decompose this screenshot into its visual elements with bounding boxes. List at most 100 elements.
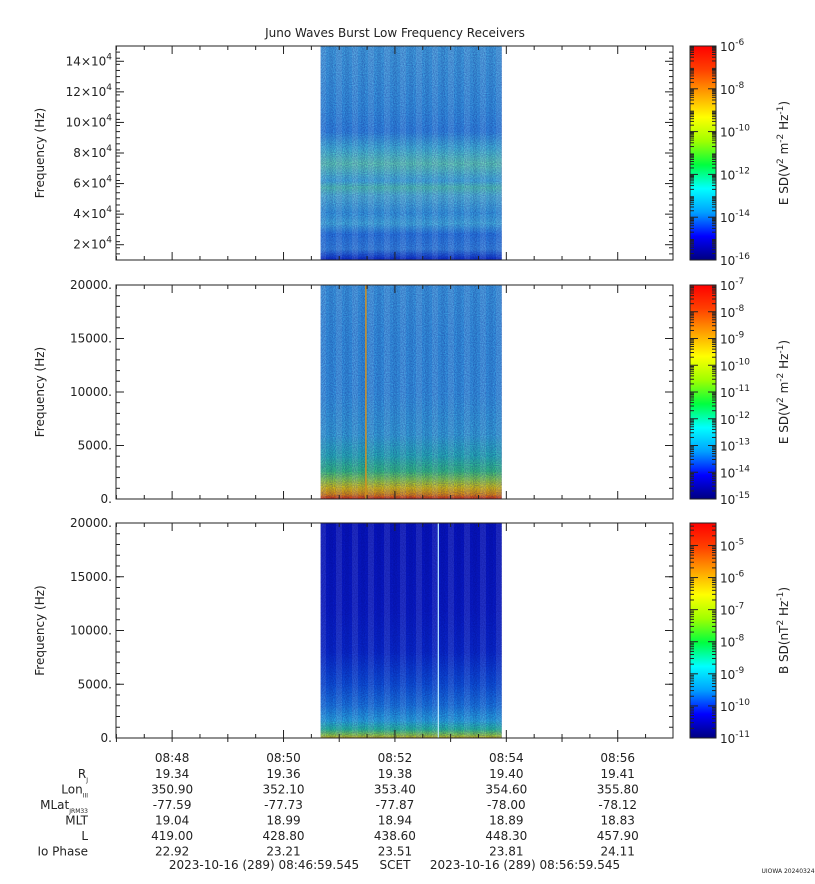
time-axis: 08:48 08:50 08:52 08:54 08:56	[115, 738, 635, 765]
y-tick-label: 4×104	[73, 205, 112, 221]
colorbar-tick-label: 10-16	[720, 252, 750, 268]
y-tick-label: 14×104	[66, 52, 113, 68]
y-tick-label: 8×104	[73, 144, 112, 160]
x-tick-label: 08:54	[489, 751, 524, 765]
ephemeris-value: 23.51	[378, 845, 412, 859]
colorbar-tick-label: 10-7	[720, 277, 744, 293]
chart-title: Juno Waves Burst Low Frequency Receivers	[264, 26, 525, 40]
ephemeris-value: 19.41	[601, 767, 635, 781]
spectrogram-noise-1	[320, 46, 502, 260]
colorbar-tick-label: 10-7	[720, 602, 744, 618]
colorbar-tick-label: 10-8	[720, 81, 745, 97]
colorbar	[690, 46, 716, 260]
x-tick-label: 08:52	[378, 751, 413, 765]
colorbar-tick-label: 10-12	[720, 166, 750, 182]
colorbar-tick-label: 10-8	[720, 634, 745, 650]
colorbar-tick-label: 10-9	[720, 331, 745, 347]
ephemeris-value: 18.83	[601, 814, 635, 828]
footer-scet-label: SCET	[380, 858, 412, 872]
footer-start-time: 2023-10-16 (289) 08:46:59.545	[169, 858, 359, 872]
ephemeris-row-label: Io Phase	[37, 845, 88, 859]
ephemeris-value: -78.12	[598, 798, 637, 812]
y-tick-label: 20000.	[70, 278, 112, 292]
ephemeris-value: 457.90	[597, 829, 639, 843]
ephemeris-value: 354.60	[485, 783, 527, 797]
ephemeris-row-label: MLatJRM33	[40, 798, 88, 815]
y-tick-label: 10000.	[70, 385, 112, 399]
colorbar-tick-label: 10-11	[720, 384, 750, 400]
colorbar-frame	[689, 522, 717, 739]
colorbar-tick-label: 10-6	[720, 38, 745, 54]
ephemeris-value: 23.81	[489, 845, 523, 859]
ephemeris-value: 19.04	[155, 814, 189, 828]
panel-2: 0. 5000. 10000. 15000. 20000. Frequency (Hz) 1…	[33, 277, 791, 507]
colorbar-label: B SD(nT2 Hz-1)	[776, 587, 791, 674]
colorbar-label: E SD(V2 m-2 Hz-1)	[776, 101, 791, 205]
ephemeris-value: 19.40	[489, 767, 523, 781]
ephemeris-row-label: RJ	[78, 767, 88, 784]
spectrogram-noise-3	[320, 523, 502, 738]
colorbar-tick-label: 10-15	[720, 491, 750, 507]
panel-1: 2×104 4×104 6×104 8×104 10×104 12×104 14×104 Fr…	[33, 38, 791, 268]
spectrogram-noise-2	[320, 285, 502, 499]
ephemeris-value: -77.87	[376, 798, 415, 812]
colorbar-tick-label: 10-10	[720, 124, 750, 140]
ephemeris-value: 24.11	[601, 845, 635, 859]
colorbar-tick-label: 10-10	[720, 357, 750, 373]
colorbar-tick-label: 10-14	[720, 464, 750, 480]
y-tick-label: 12×104	[66, 83, 113, 99]
colorbar-tick-label: 10-9	[720, 666, 745, 682]
colorbar-frame	[689, 45, 717, 261]
panel-3: 0. 5000. 10000. 15000. 20000. Frequency (Hz) 1…	[33, 516, 791, 746]
ephemeris-value: 19.34	[155, 767, 189, 781]
y-tick-label: 10000.	[70, 624, 112, 638]
ephemeris-row-label: L	[81, 829, 88, 843]
y-tick-label: 5000.	[78, 439, 112, 453]
colorbar-tick-label: 10-6	[720, 570, 745, 586]
y-tick-label: 5000.	[78, 677, 112, 691]
x-tick-label: 08:48	[155, 751, 190, 765]
x-tick-label: 08:56	[600, 751, 635, 765]
ephemeris-value: 428.80	[263, 829, 305, 843]
y-tick-label: 2×104	[73, 236, 112, 252]
ephemeris-value: 350.90	[151, 783, 193, 797]
colorbar-tick-label: 10-11	[720, 730, 750, 746]
ephemeris-value: 355.80	[597, 783, 639, 797]
colorbar-tick-label: 10-10	[720, 698, 750, 714]
ephemeris-row-label: MLT	[65, 814, 88, 828]
footer-end-time: 2023-10-16 (289) 08:56:59.545	[430, 858, 620, 872]
colorbar-tick-label: 10-14	[720, 209, 750, 225]
ephemeris-value: 18.89	[489, 814, 523, 828]
ephemeris-value: 448.30	[485, 829, 527, 843]
y-tick-label: 20000.	[70, 516, 112, 530]
y-axis-label: Frequency (Hz)	[33, 108, 47, 199]
ephemeris-value: 352.10	[263, 783, 305, 797]
footer-stamp: UIOWA 20240324	[761, 868, 814, 875]
x-tick-label: 08:50	[266, 751, 301, 765]
y-tick-label: 15000.	[70, 332, 112, 346]
panels: 2×104 4×104 6×104 8×104 10×104 12×104 14×104 Fr…	[33, 38, 791, 746]
ephemeris-table: RJ 19.34 19.36 19.38 19.40 19.41 LonIII 350.90 3…	[37, 767, 638, 859]
colorbar-tick-label: 10-5	[720, 537, 744, 553]
ephemeris-value: -77.59	[153, 798, 192, 812]
ephemeris-value: 18.94	[378, 814, 412, 828]
ephemeris-value: 419.00	[151, 829, 193, 843]
y-tick-label: 0.	[101, 492, 112, 506]
colorbar-tick-label: 10-8	[720, 304, 745, 320]
ephemeris-row-label: LonIII	[61, 783, 88, 800]
y-tick-label: 15000.	[70, 570, 112, 584]
ephemeris-value: 438.60	[374, 829, 416, 843]
ephemeris-value: -78.00	[487, 798, 526, 812]
y-axis-label: Frequency (Hz)	[33, 347, 47, 438]
ephemeris-value: 22.92	[155, 845, 189, 859]
ephemeris-value: 23.21	[266, 845, 300, 859]
ephemeris-value: 19.36	[266, 767, 300, 781]
ephemeris-value: 18.99	[266, 814, 300, 828]
colorbar	[690, 523, 716, 738]
y-axis-label: Frequency (Hz)	[33, 585, 47, 676]
ephemeris-value: 353.40	[374, 783, 416, 797]
colorbar-tick-label: 10-13	[720, 438, 750, 454]
ephemeris-value: -77.73	[264, 798, 303, 812]
